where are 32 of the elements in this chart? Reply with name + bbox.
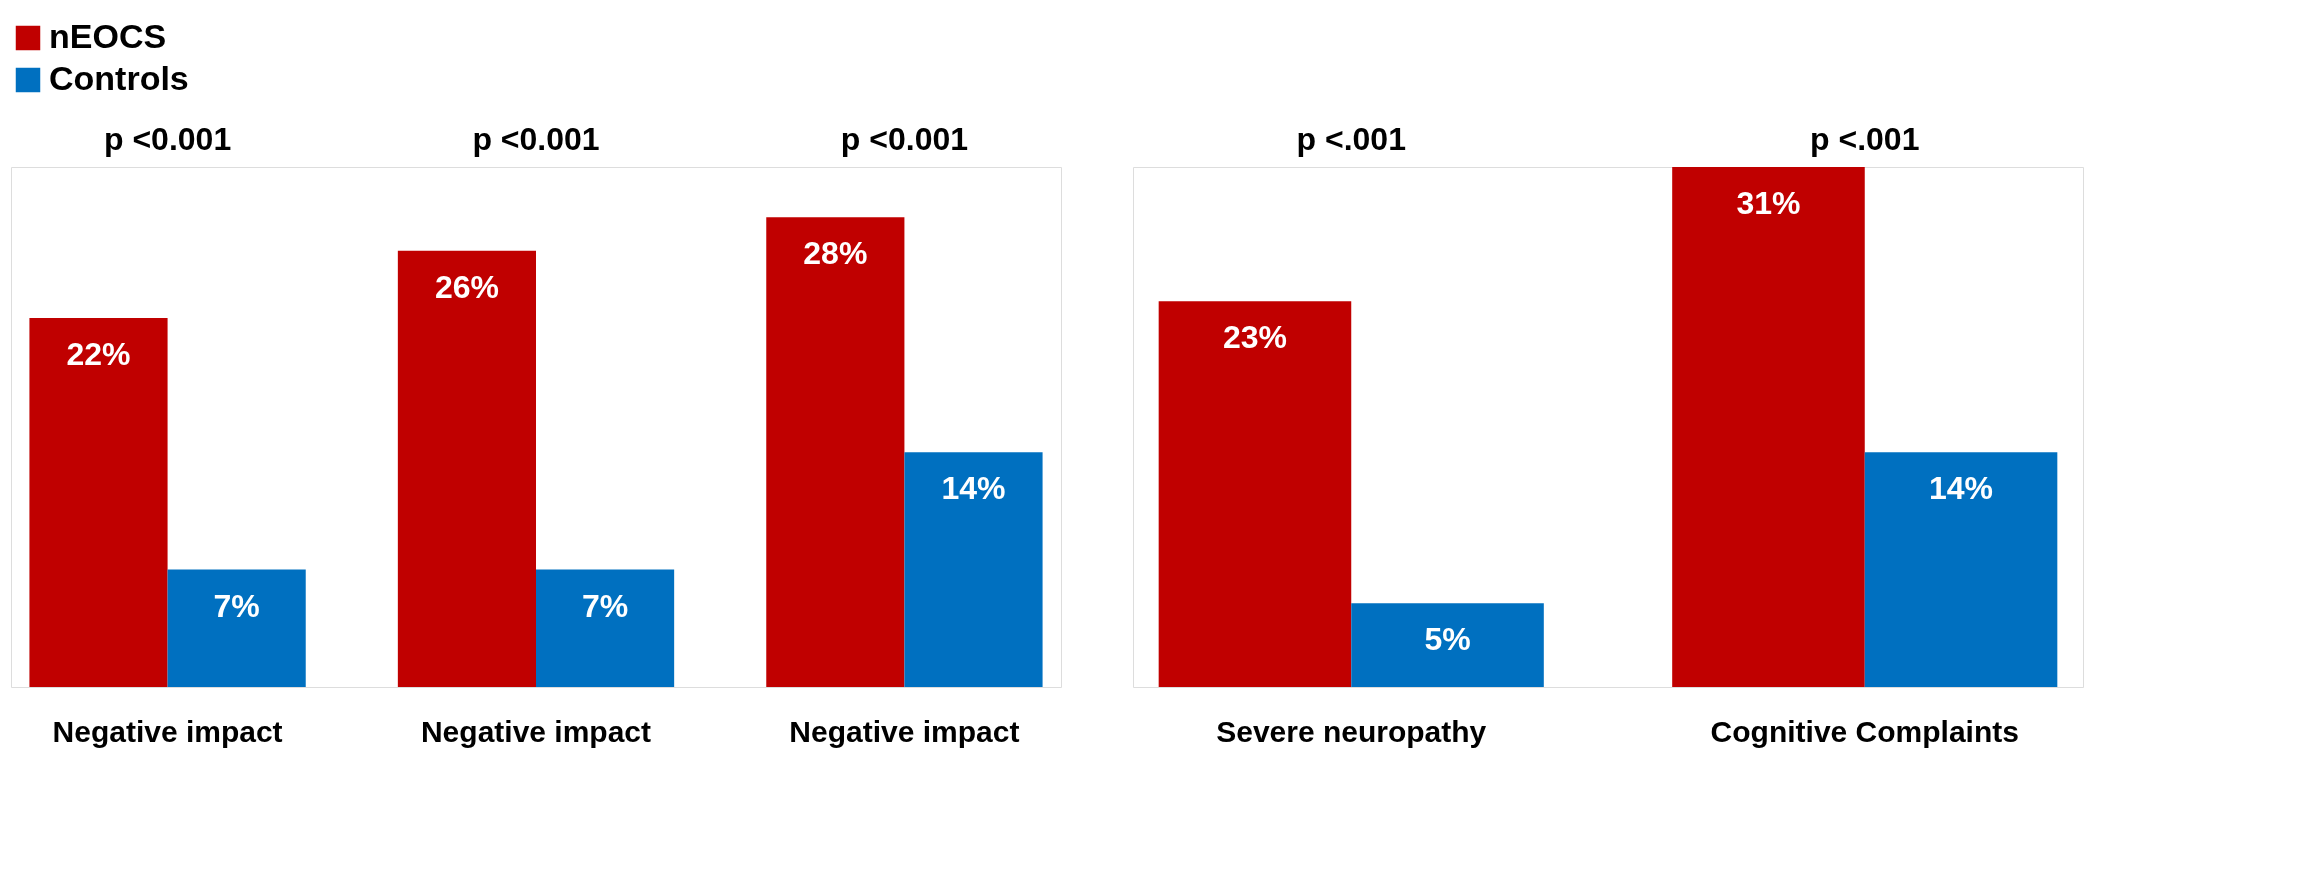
bar [1864,452,2058,687]
data-label: 7% [213,587,260,624]
bar [397,250,536,687]
x-tick-label: Negative impact [52,714,283,748]
legend-label: Controls [49,59,189,97]
text: p <.001 [1810,121,1920,157]
bar [904,452,1043,687]
bar [167,569,306,687]
text: p <0.001 [840,121,969,157]
bar [766,217,905,687]
x-tick-label: Severe neuropathy [1216,714,1487,748]
data-label: 28% [803,235,868,272]
legend-label: nEOCS [49,17,167,55]
text: p <0.001 [472,121,600,157]
bar [536,569,675,687]
data-label: 14% [941,470,1006,507]
x-tick-label: Negative impact [789,714,1020,748]
bar [1351,603,1544,687]
x-tick-label: Cognitive Complaints [1710,714,2019,748]
x-tick-label: Negative impact [420,714,652,748]
bar [1158,301,1352,687]
data-label: 23% [1222,319,1287,356]
bar [1672,167,1865,687]
data-label: 26% [434,268,499,305]
data-label: 5% [1424,621,1471,658]
data-label: 14% [1929,470,1994,507]
data-label: 7% [581,587,629,624]
text: p <.001 [1296,121,1406,157]
data-label: 22% [66,335,131,372]
bar [29,317,168,687]
text: p <0.001 [103,121,232,157]
data-label: 31% [1736,185,1801,221]
